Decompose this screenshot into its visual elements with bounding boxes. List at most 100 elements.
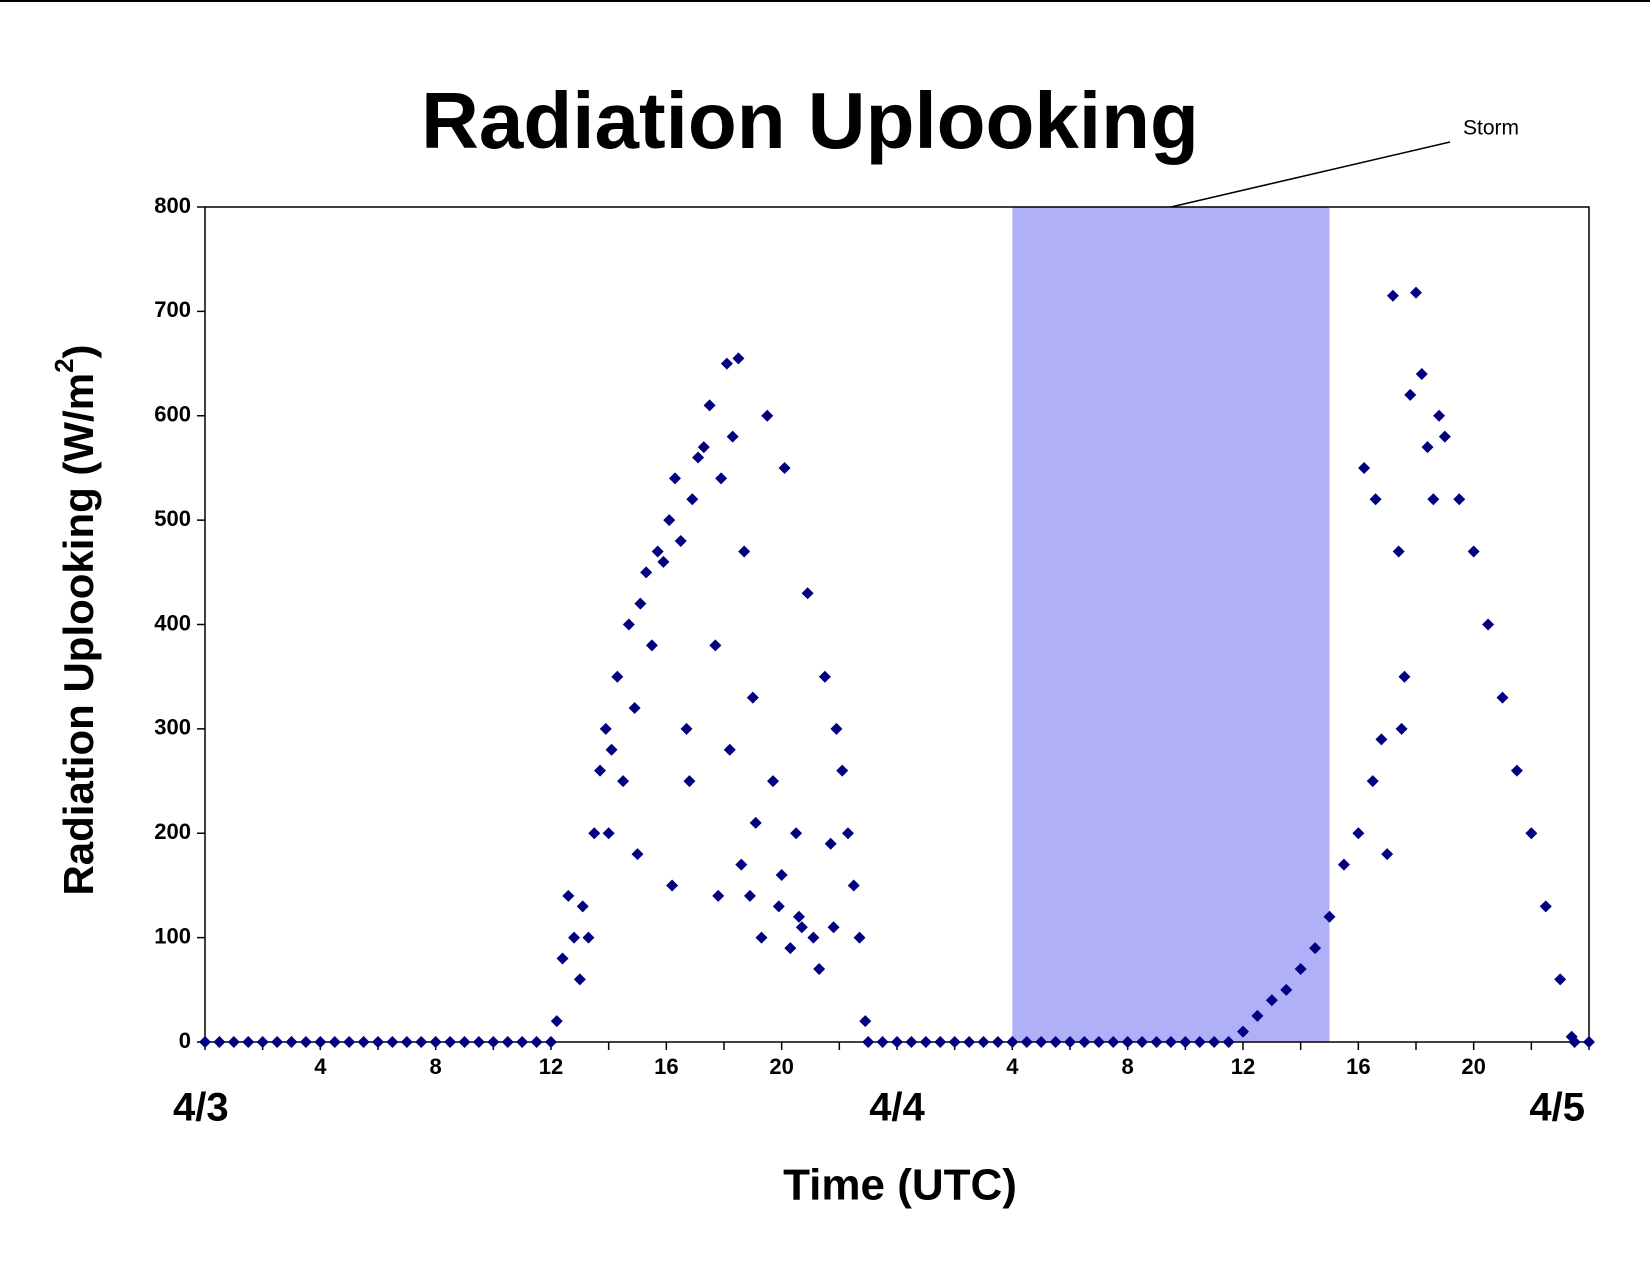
chart-title: Radiation Uplooking <box>421 76 1199 165</box>
data-point <box>876 1036 889 1048</box>
data-point <box>755 931 768 944</box>
data-point <box>573 973 586 986</box>
data-point <box>1392 545 1405 558</box>
data-point <box>1366 775 1379 788</box>
data-point <box>735 858 748 871</box>
data-point <box>550 1015 563 1028</box>
data-point <box>963 1036 976 1048</box>
x-tick-label: 12 <box>1231 1054 1255 1079</box>
data-point <box>697 441 710 454</box>
data-point <box>827 921 840 934</box>
data-point <box>1208 1036 1221 1048</box>
data-point <box>905 1036 918 1048</box>
data-point <box>588 827 601 840</box>
data-point <box>213 1036 226 1048</box>
x-axis-label: Time (UTC) <box>783 1161 1017 1210</box>
data-point <box>472 1036 485 1048</box>
data-point <box>683 775 696 788</box>
y-tick-label: 200 <box>154 819 191 844</box>
data-point <box>1294 962 1307 975</box>
data-point <box>680 722 693 735</box>
x-tick-label: 8 <box>1122 1054 1134 1079</box>
annotation-leader <box>1170 141 1451 208</box>
x-tick-label: 8 <box>430 1054 442 1079</box>
data-point <box>761 409 774 422</box>
data-point <box>1398 670 1411 683</box>
data-point <box>1006 1036 1019 1048</box>
data-point <box>400 1036 413 1048</box>
data-point <box>1510 764 1523 777</box>
data-point <box>1107 1036 1120 1048</box>
y-label-sup: 2 <box>49 358 79 372</box>
data-point <box>372 1036 384 1048</box>
x-tick-label: 4 <box>1006 1054 1019 1079</box>
data-point <box>1395 722 1408 735</box>
y-tick-label: 100 <box>154 923 191 948</box>
y-axis-label: Radiation Uplooking (W/m2) <box>49 344 102 895</box>
annotation-label: Storm <box>1463 117 1519 140</box>
data-point <box>818 670 831 683</box>
x-tick-label: 16 <box>1346 1054 1370 1079</box>
data-point <box>778 461 791 474</box>
data-point <box>1410 286 1422 299</box>
data-point <box>723 743 736 756</box>
data-point <box>530 1036 543 1048</box>
data-point <box>1309 942 1322 955</box>
data-point <box>1568 1036 1581 1048</box>
data-point <box>991 1036 1004 1048</box>
data-point <box>703 399 716 412</box>
data-point <box>1323 910 1336 923</box>
y-label-end: ) <box>55 344 102 358</box>
data-point <box>807 931 820 944</box>
data-point <box>299 1036 312 1048</box>
x-tick-label: 4 <box>314 1054 327 1079</box>
data-point <box>948 1036 961 1048</box>
y-tick-label: 800 <box>154 193 191 218</box>
data-point <box>1064 1036 1076 1048</box>
data-point <box>1020 1036 1033 1048</box>
y-tick-label: 700 <box>154 297 191 322</box>
data-point <box>631 848 644 861</box>
data-point <box>1179 1036 1192 1048</box>
y-label-main: Radiation Uplooking (W/m <box>55 373 102 896</box>
data-point <box>1525 827 1538 840</box>
data-point <box>242 1036 255 1048</box>
data-point <box>458 1036 471 1048</box>
data-point <box>830 722 843 735</box>
data-point <box>1427 493 1440 506</box>
data-point <box>824 837 837 850</box>
data-point <box>743 889 756 902</box>
data-point <box>1482 618 1495 631</box>
data-point <box>792 910 805 923</box>
data-point <box>314 1036 327 1048</box>
data-point <box>746 691 759 704</box>
data-point <box>599 722 612 735</box>
data-point <box>611 670 624 683</box>
data-point <box>429 1036 442 1048</box>
data-point <box>712 889 725 902</box>
data-point <box>862 1036 875 1048</box>
data-point <box>386 1036 399 1048</box>
data-point <box>516 1036 529 1048</box>
data-point <box>1337 858 1350 871</box>
data-point <box>582 931 595 944</box>
storm-band <box>1012 207 1330 1042</box>
data-point <box>801 587 814 600</box>
data-point <box>709 639 722 652</box>
data-point <box>1164 1036 1177 1048</box>
x-tick-label: 20 <box>1461 1054 1485 1079</box>
data-point <box>720 357 733 370</box>
data-point <box>1251 1009 1264 1022</box>
data-point <box>628 702 641 714</box>
data-point <box>775 869 788 881</box>
y-tick-label: 400 <box>154 610 191 635</box>
data-point <box>357 1036 370 1048</box>
data-point <box>668 472 681 485</box>
data-point <box>271 1036 284 1048</box>
data-point <box>836 764 849 777</box>
data-point <box>1539 900 1552 913</box>
y-tick-label: 300 <box>154 715 191 740</box>
data-point <box>562 889 575 902</box>
data-point <box>666 879 679 892</box>
